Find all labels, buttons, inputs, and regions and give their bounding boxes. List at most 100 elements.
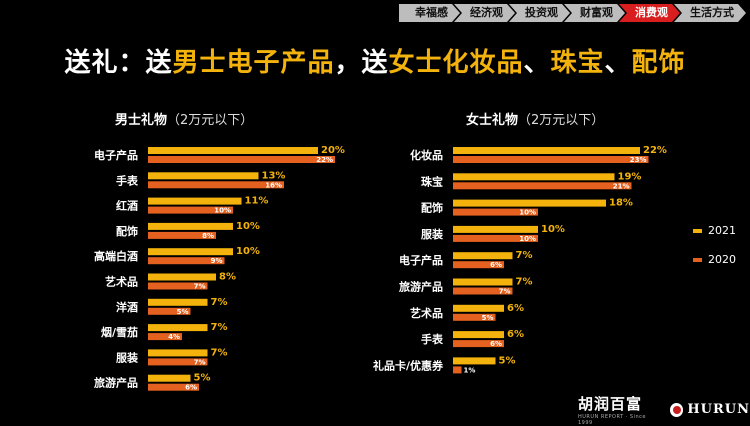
value-label-2020: 7% bbox=[499, 288, 511, 296]
value-label-2021: 19% bbox=[618, 171, 642, 182]
title-segment: 送礼：送 bbox=[64, 48, 173, 78]
bar-2020 bbox=[453, 366, 462, 374]
category-label: 化妆品 bbox=[410, 148, 443, 162]
bar-2020 bbox=[453, 208, 538, 216]
men-subtitle-label: 男士礼物 bbox=[115, 113, 168, 128]
value-label-2021: 7% bbox=[516, 250, 533, 261]
women-subtitle-label: 女士礼物 bbox=[466, 113, 519, 128]
value-label-2020: 22% bbox=[316, 156, 333, 164]
title-segment: ，送 bbox=[334, 48, 389, 78]
bar-2021 bbox=[453, 252, 513, 260]
category-label: 电子产品 bbox=[94, 148, 138, 162]
hurun-mark-icon bbox=[669, 402, 684, 417]
value-label-2021: 7% bbox=[211, 297, 228, 308]
category-label: 旅游产品 bbox=[399, 280, 443, 294]
category-label: 礼品卡/优惠券 bbox=[373, 358, 444, 372]
bar-2020 bbox=[453, 234, 538, 242]
value-label-2020: 7% bbox=[194, 358, 206, 366]
bar-2021 bbox=[148, 349, 208, 357]
value-label-2020: 6% bbox=[490, 261, 502, 269]
bar-2020 bbox=[148, 383, 199, 391]
category-label: 服装 bbox=[116, 350, 138, 364]
value-label-2021: 10% bbox=[236, 246, 260, 257]
logo-sub-text: HURUN REPORT · Since 1999 bbox=[578, 414, 646, 426]
women-chart-subtitle: 女士礼物（2万元以下） bbox=[466, 109, 604, 128]
bar-2020 bbox=[148, 333, 182, 341]
value-label-2021: 11% bbox=[245, 196, 269, 207]
bar-2021 bbox=[148, 324, 208, 332]
value-label-2021: 10% bbox=[541, 224, 565, 235]
value-label-2021: 5% bbox=[499, 355, 516, 366]
nav-tab-1[interactable]: 经济观 bbox=[454, 4, 515, 22]
women-subtitle-note: （2万元以下） bbox=[518, 113, 605, 128]
category-label: 艺术品 bbox=[410, 306, 443, 320]
value-label-2021: 6% bbox=[507, 329, 524, 340]
men-chart-subtitle: 男士礼物（2万元以下） bbox=[115, 109, 253, 128]
legend-swatch-2020 bbox=[693, 257, 702, 262]
bar-2020 bbox=[148, 282, 208, 290]
page-title: 送礼：送男士电子产品，送女士化妆品、珠宝、配饰 bbox=[0, 42, 750, 79]
bar-2021 bbox=[148, 298, 208, 306]
category-label: 配饰 bbox=[421, 201, 443, 215]
nav-tab-4[interactable]: 消费观 bbox=[619, 4, 680, 22]
category-label: 烟/雪茄 bbox=[101, 325, 138, 339]
bar-2020 bbox=[453, 156, 649, 163]
value-label-2021: 7% bbox=[211, 322, 228, 333]
nav-tab-2[interactable]: 投资观 bbox=[509, 4, 570, 22]
title-segment: 、 bbox=[604, 48, 632, 78]
value-label-2020: 1% bbox=[464, 366, 476, 374]
value-label-2021: 22% bbox=[643, 145, 667, 156]
bar-2020 bbox=[453, 182, 632, 190]
value-label-2021: 8% bbox=[219, 272, 236, 283]
category-label: 洋酒 bbox=[116, 300, 138, 314]
category-label: 电子产品 bbox=[399, 253, 443, 267]
bar-2020 bbox=[453, 261, 504, 269]
bar-2020 bbox=[148, 231, 216, 239]
title-segment: 男士电子产品 bbox=[172, 48, 335, 78]
value-label-2020: 10% bbox=[519, 235, 536, 243]
men-subtitle-note: （2万元以下） bbox=[167, 113, 254, 128]
value-label-2021: 10% bbox=[236, 221, 260, 232]
legend-swatch-2021 bbox=[693, 228, 702, 233]
hurun-cn-logo: 胡润百富 HURUN REPORT · Since 1999 bbox=[578, 393, 660, 426]
value-label-2021: 5% bbox=[194, 373, 211, 384]
bar-2021 bbox=[453, 357, 496, 365]
value-label-2020: 6% bbox=[490, 340, 502, 348]
nav-tab-5[interactable]: 生活方式 bbox=[674, 4, 746, 22]
bar-2021 bbox=[453, 331, 504, 339]
bar-2021 bbox=[148, 273, 216, 281]
bar-2021 bbox=[453, 173, 615, 181]
bar-2021 bbox=[148, 248, 233, 256]
category-label: 服装 bbox=[421, 227, 443, 241]
value-label-2020: 10% bbox=[214, 207, 231, 215]
bar-2021 bbox=[148, 197, 242, 205]
category-label: 艺术品 bbox=[105, 275, 138, 289]
legend-2020: 2020 bbox=[693, 253, 736, 266]
value-label-2020: 10% bbox=[519, 209, 536, 217]
bar-2020 bbox=[148, 156, 335, 163]
bar-2021 bbox=[453, 278, 513, 286]
nav-tab-0[interactable]: 幸福感 bbox=[399, 4, 460, 22]
value-label-2020: 23% bbox=[630, 156, 647, 164]
bar-2020 bbox=[148, 257, 225, 265]
value-label-2020: 9% bbox=[211, 257, 223, 265]
legend-2021: 2021 bbox=[693, 224, 736, 237]
value-label-2020: 8% bbox=[202, 232, 214, 240]
bar-2021 bbox=[453, 225, 538, 233]
bar-2020 bbox=[148, 181, 284, 189]
value-label-2020: 5% bbox=[482, 314, 494, 322]
value-label-2021: 6% bbox=[507, 303, 524, 314]
bar-2020 bbox=[148, 206, 233, 214]
bar-2020 bbox=[453, 287, 513, 295]
logo-cn-text: 胡润百富 bbox=[578, 395, 643, 413]
title-segment: 女士化妆品 bbox=[388, 48, 524, 78]
title-segment: 珠宝 bbox=[550, 48, 605, 78]
bar-2020 bbox=[148, 358, 208, 366]
value-label-2021: 18% bbox=[609, 198, 633, 209]
value-label-2020: 21% bbox=[613, 182, 630, 190]
nav-tab-3[interactable]: 财富观 bbox=[564, 4, 625, 22]
legend-label-2020: 2020 bbox=[708, 253, 736, 266]
logo-en-text: HURUN bbox=[687, 402, 750, 417]
legend-label-2021: 2021 bbox=[708, 224, 736, 237]
